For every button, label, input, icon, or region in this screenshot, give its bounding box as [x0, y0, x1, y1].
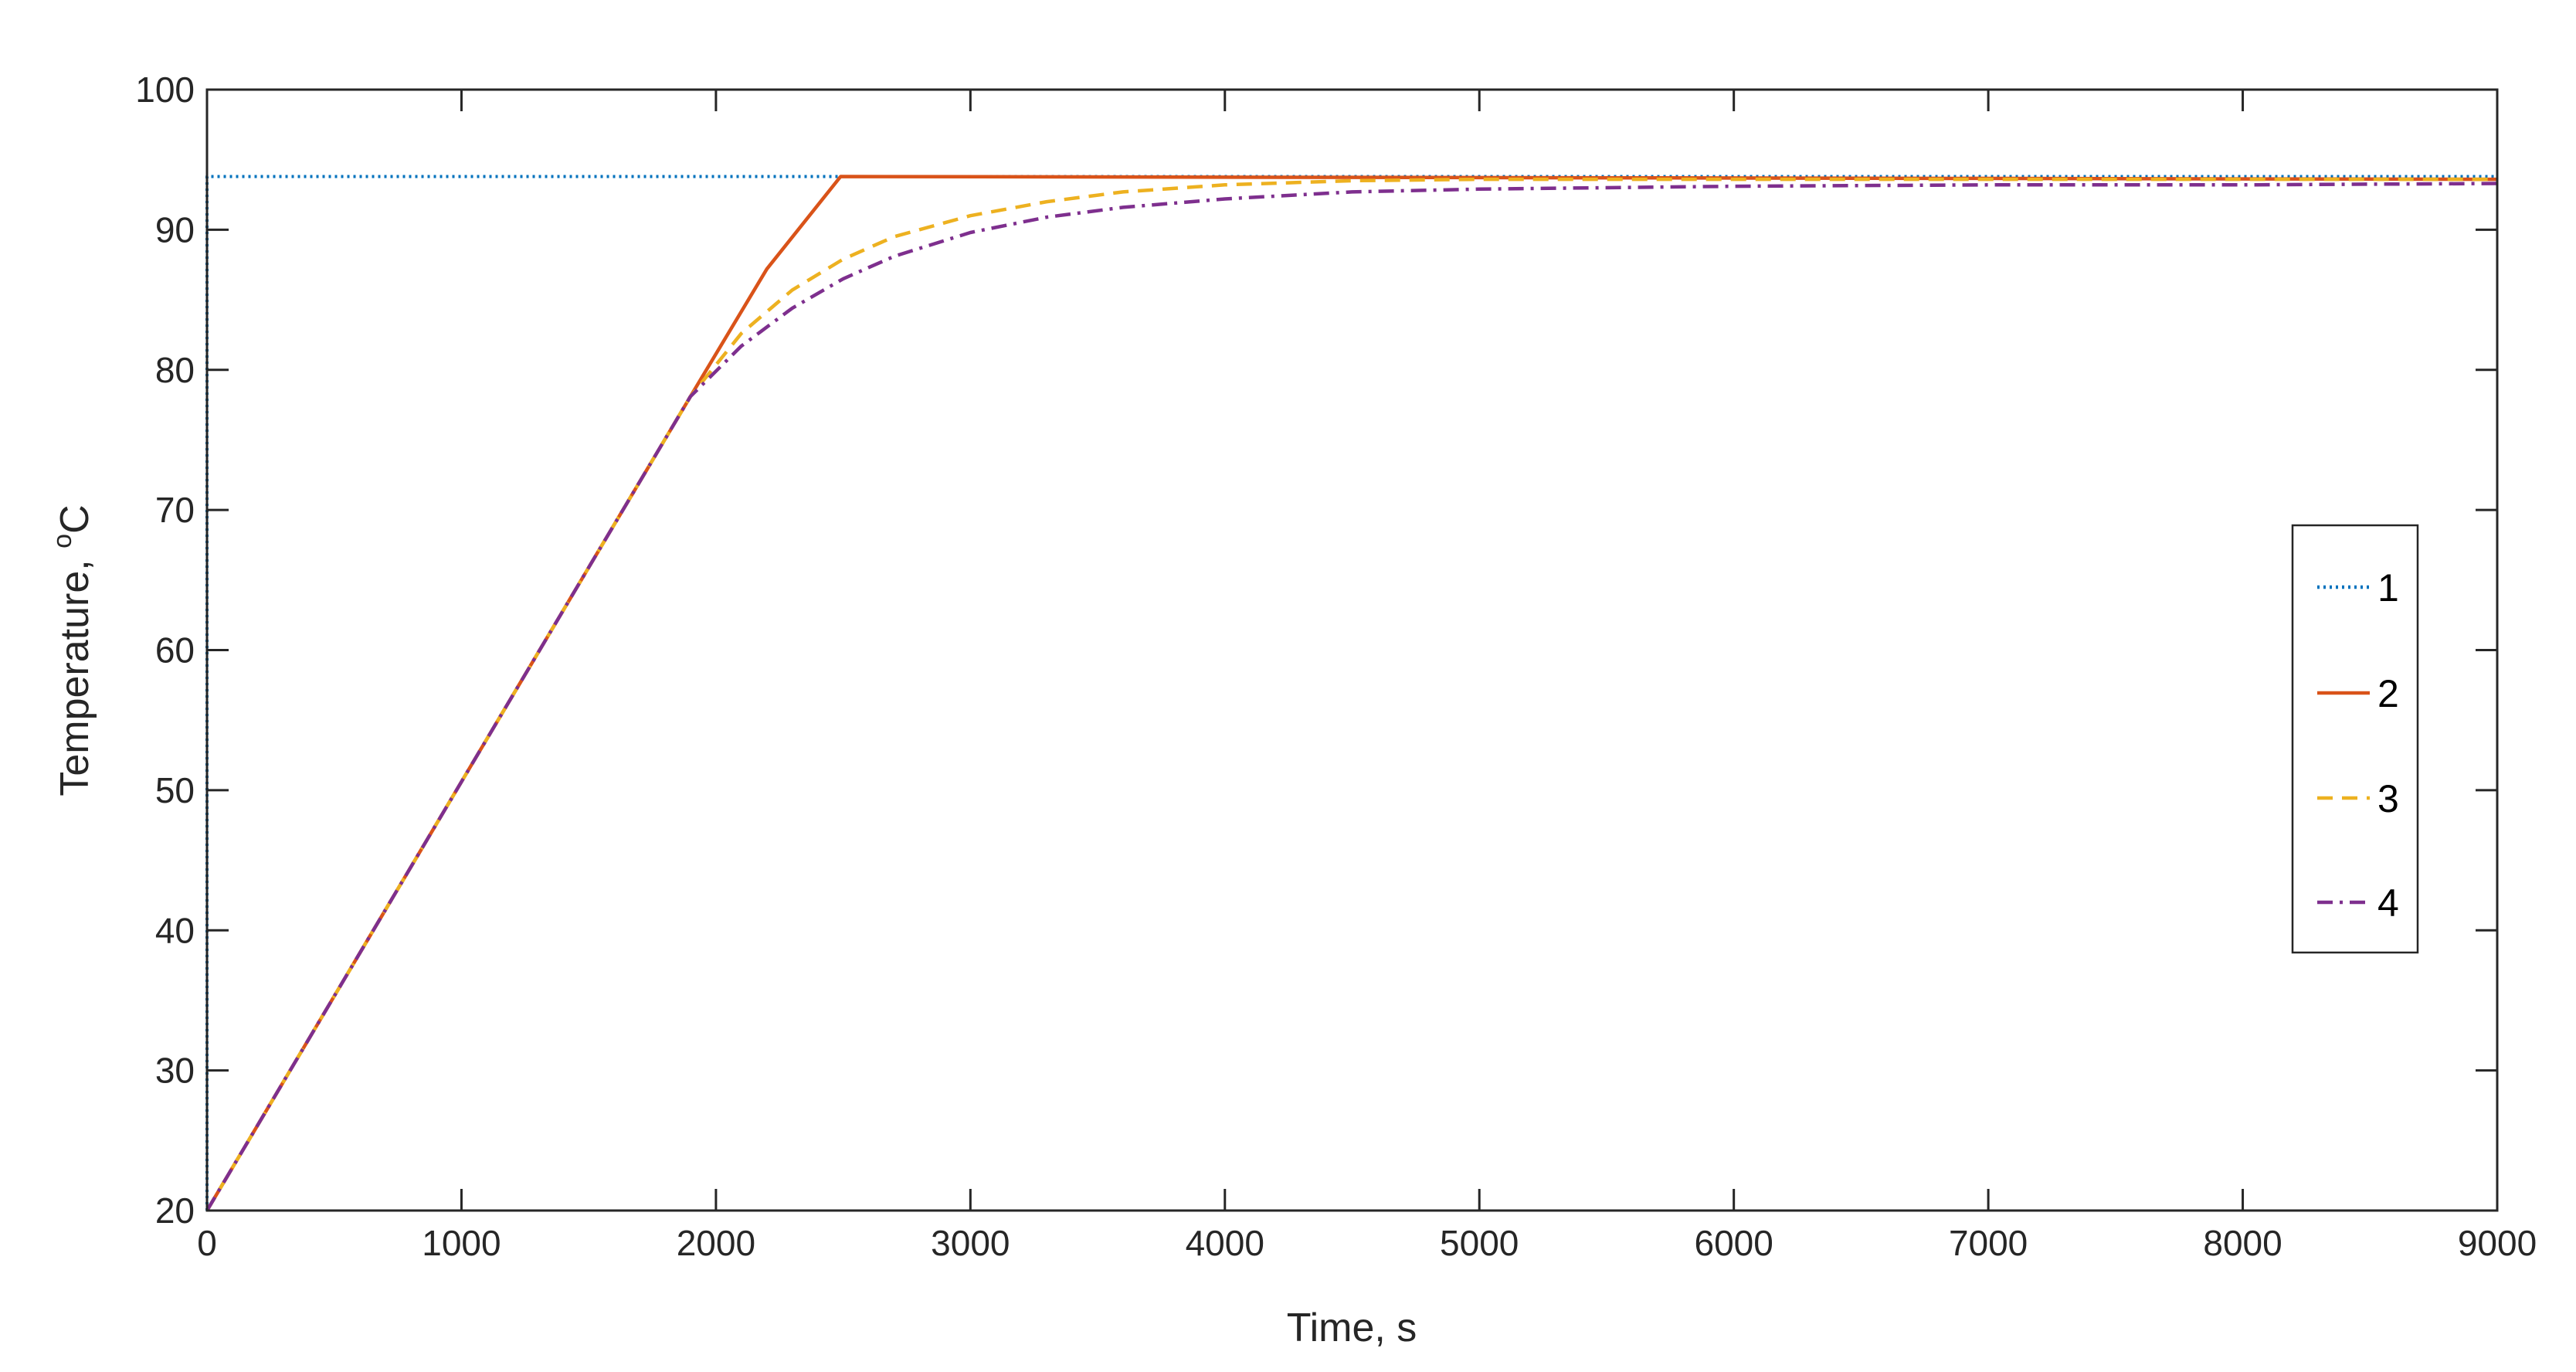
legend-label-4: 4 — [2377, 881, 2399, 925]
y-axis-label-tail: C — [53, 504, 97, 534]
y-tick-label: 30 — [155, 1051, 195, 1091]
y-tick-label: 70 — [155, 490, 195, 530]
legend-label-1: 1 — [2377, 566, 2399, 610]
legend-label-2: 2 — [2377, 672, 2399, 715]
x-axis-label: Time, s — [1287, 1306, 1417, 1350]
y-tick-label: 50 — [155, 770, 195, 810]
series-4-line — [205, 182, 2498, 1212]
y-tick-label: 90 — [155, 209, 195, 250]
legend: 1 2 3 4 — [2291, 524, 2419, 954]
x-tick-label: 3000 — [931, 1223, 1010, 1263]
y-tick-label: 20 — [155, 1190, 195, 1231]
x-tick-label: 6000 — [1694, 1223, 1773, 1263]
x-axis-ticks: 0 1000 2000 3000 4000 5000 6000 7000 8000 9000 — [197, 90, 2537, 1263]
plot-area — [207, 90, 2497, 1211]
y-axis-label-superscript: o — [48, 534, 77, 548]
legend-box — [2291, 524, 2419, 954]
x-tick-label: 1000 — [422, 1223, 501, 1263]
x-tick-label: 2000 — [677, 1223, 755, 1263]
y-tick-label: 100 — [135, 70, 195, 110]
x-tick-label: 4000 — [1186, 1223, 1264, 1263]
x-tick-label: 8000 — [2203, 1223, 2282, 1263]
x-tick-label: 0 — [197, 1223, 217, 1263]
y-tick-label: 40 — [155, 910, 195, 950]
y-tick-label: 80 — [155, 350, 195, 390]
x-tick-label: 5000 — [1440, 1223, 1519, 1263]
y-tick-label: 60 — [155, 630, 195, 671]
legend-items: 1 2 3 4 — [2317, 566, 2399, 925]
y-axis-label-main: Temperature, — [53, 548, 97, 796]
x-tick-label: 9000 — [2458, 1223, 2537, 1263]
y-axis-label: Temperature, oC — [48, 504, 97, 796]
legend-label-3: 3 — [2377, 777, 2399, 820]
y-axis-ticks: 20 30 40 50 60 70 80 90 100 — [135, 70, 2497, 1231]
x-tick-label: 7000 — [1949, 1223, 2028, 1263]
